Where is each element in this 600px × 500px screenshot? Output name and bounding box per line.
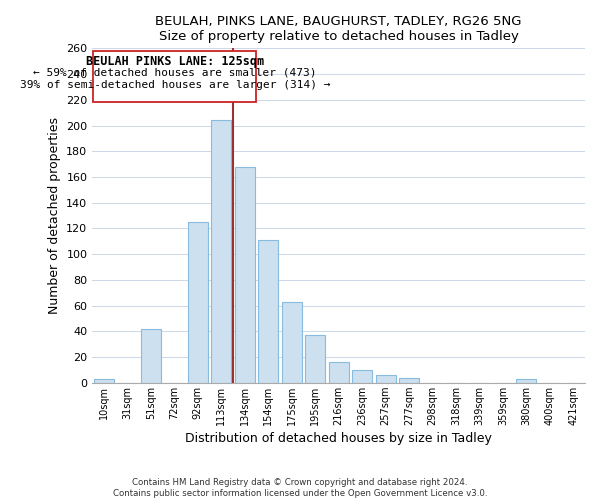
Bar — [376, 375, 395, 383]
Bar — [141, 329, 161, 383]
X-axis label: Distribution of detached houses by size in Tadley: Distribution of detached houses by size … — [185, 432, 492, 445]
Bar — [399, 378, 419, 383]
Bar — [258, 240, 278, 383]
Bar — [211, 120, 231, 383]
Bar — [352, 370, 372, 383]
Bar — [329, 362, 349, 383]
FancyBboxPatch shape — [94, 51, 256, 102]
Bar — [305, 335, 325, 383]
Bar — [281, 302, 302, 383]
Text: ← 59% of detached houses are smaller (473): ← 59% of detached houses are smaller (47… — [33, 68, 317, 78]
Bar — [235, 166, 255, 383]
Bar — [517, 379, 536, 383]
Text: BEULAH PINKS LANE: 125sqm: BEULAH PINKS LANE: 125sqm — [86, 55, 264, 68]
Text: 39% of semi-detached houses are larger (314) →: 39% of semi-detached houses are larger (… — [20, 80, 330, 90]
Y-axis label: Number of detached properties: Number of detached properties — [47, 117, 61, 314]
Text: Contains HM Land Registry data © Crown copyright and database right 2024.
Contai: Contains HM Land Registry data © Crown c… — [113, 478, 487, 498]
Bar — [188, 222, 208, 383]
Title: BEULAH, PINKS LANE, BAUGHURST, TADLEY, RG26 5NG
Size of property relative to det: BEULAH, PINKS LANE, BAUGHURST, TADLEY, R… — [155, 15, 522, 43]
Bar — [94, 379, 114, 383]
